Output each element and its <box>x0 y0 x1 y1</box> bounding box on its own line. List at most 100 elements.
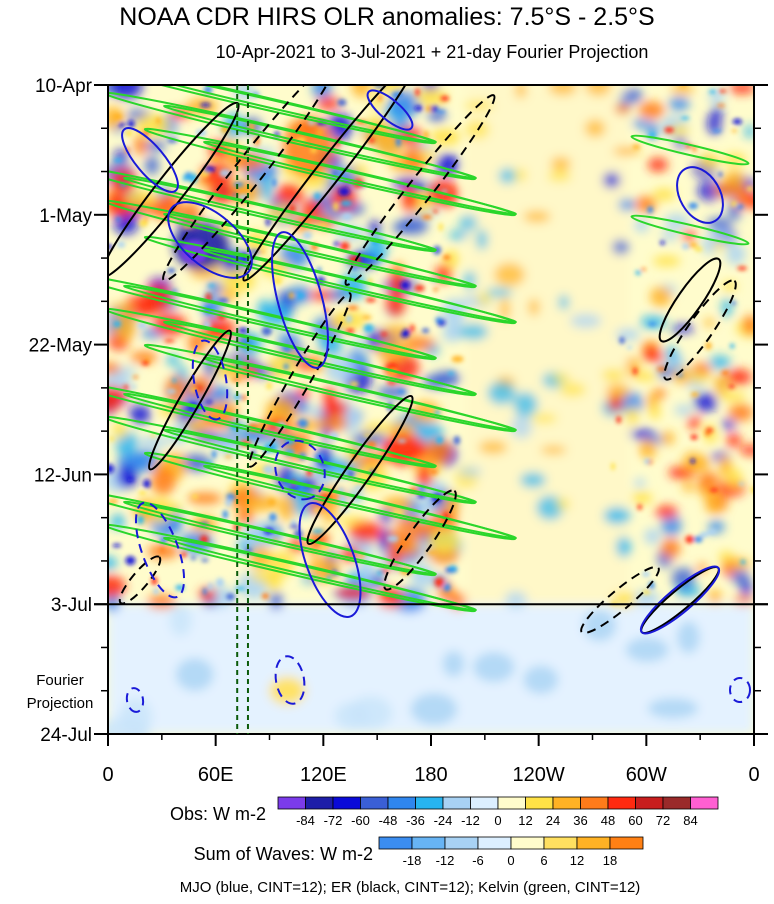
field-cell <box>125 556 136 566</box>
field-cell <box>112 113 123 121</box>
field-cell <box>642 589 651 595</box>
kelvin-contour <box>630 214 750 246</box>
quiet-band <box>466 85 629 605</box>
field-cell <box>414 284 425 292</box>
field-cell <box>644 458 650 465</box>
y-tick-label: 1-May <box>39 206 92 227</box>
field-cell <box>625 355 640 378</box>
field-cell <box>150 433 156 438</box>
mjo-contour <box>125 687 145 713</box>
field-cell <box>113 320 122 328</box>
field-cell <box>421 214 433 220</box>
field-cell <box>225 498 233 507</box>
field-cell <box>211 450 217 459</box>
field-cell <box>660 431 675 446</box>
colorbar-level-label: -48 <box>379 813 398 828</box>
field-cell <box>199 587 216 603</box>
field-cell <box>692 362 712 377</box>
colorbar-swatch <box>690 796 719 810</box>
field-cell <box>415 88 420 97</box>
field-cell <box>725 468 743 488</box>
field-cell <box>730 200 738 208</box>
colorbar-level-label: 12 <box>518 813 532 828</box>
field-cell <box>410 324 415 332</box>
field-cell <box>738 481 744 486</box>
kelvin-contour <box>123 85 437 144</box>
field-cell <box>619 336 625 344</box>
kelvin-contour <box>123 284 437 360</box>
field-cell <box>123 385 130 390</box>
colorbar-swatch <box>580 796 609 810</box>
field-cell <box>722 281 737 292</box>
field-cell <box>728 403 753 422</box>
field-cell <box>690 392 699 397</box>
field-cell <box>278 494 295 522</box>
field-cell <box>137 436 171 448</box>
field-cell <box>187 492 223 505</box>
field-cell <box>191 555 196 561</box>
field-cell <box>217 297 229 304</box>
field-cell <box>222 509 229 519</box>
x-tick-label: 60E <box>198 764 234 786</box>
field-cell <box>523 665 559 694</box>
colorbar-level-label: 84 <box>683 813 697 828</box>
field-cell <box>649 286 672 307</box>
field-cell <box>363 323 375 333</box>
field-cell <box>453 435 461 445</box>
field-cell <box>131 385 137 389</box>
field-cell <box>433 287 439 292</box>
field-cell <box>680 116 690 120</box>
field-cell <box>718 171 723 178</box>
field-cell <box>124 190 160 207</box>
field-cell <box>110 85 143 99</box>
field-cell <box>660 230 679 241</box>
field-cell <box>652 188 676 201</box>
field-cell <box>729 343 735 349</box>
field-cell <box>283 363 289 370</box>
field-cell <box>108 574 126 599</box>
field-cell <box>345 328 355 334</box>
colorbar-swatch <box>477 836 512 850</box>
field-cell <box>302 231 313 240</box>
field-cell <box>659 240 665 245</box>
field-cell <box>434 577 444 587</box>
field-cell <box>340 200 353 207</box>
projection-label: Fourier <box>36 672 84 689</box>
colorbar-swatch <box>332 796 361 810</box>
field-cell <box>389 421 416 438</box>
field-cell <box>237 194 250 200</box>
field-cell <box>631 119 651 129</box>
field-cell <box>721 419 736 430</box>
field-cell <box>321 414 348 432</box>
field-cell <box>448 230 469 241</box>
kelvin-contour <box>163 212 477 288</box>
field-cell <box>377 94 383 102</box>
field-cell <box>136 515 145 525</box>
field-cell <box>265 218 271 226</box>
colorbar-level-label: 36 <box>573 813 587 828</box>
field-cell <box>414 105 424 111</box>
field-cell <box>400 331 410 338</box>
field-cell <box>134 134 147 156</box>
field-cell <box>478 440 508 455</box>
field-cell <box>726 243 746 265</box>
field-cell <box>133 375 139 379</box>
field-cell <box>317 479 328 484</box>
colorbar-swatch <box>415 796 444 810</box>
axes: 0 60E 120E 180 120W 60W 0 10-Apr 1-May 22-May 12-J… <box>27 76 768 786</box>
field-cell <box>740 559 746 565</box>
field-cell <box>725 368 752 385</box>
field-cell <box>333 241 341 246</box>
colorbar-level-label: 18 <box>603 853 617 868</box>
field-cell <box>647 206 654 214</box>
field-cell <box>582 609 617 642</box>
field-cell <box>164 339 175 343</box>
field-cell <box>687 415 701 430</box>
field-cell <box>116 241 126 248</box>
field-cell <box>138 490 147 496</box>
field-cell <box>249 571 282 582</box>
field-cell <box>172 377 177 384</box>
field-cell <box>297 418 309 429</box>
field-cell <box>275 183 305 206</box>
